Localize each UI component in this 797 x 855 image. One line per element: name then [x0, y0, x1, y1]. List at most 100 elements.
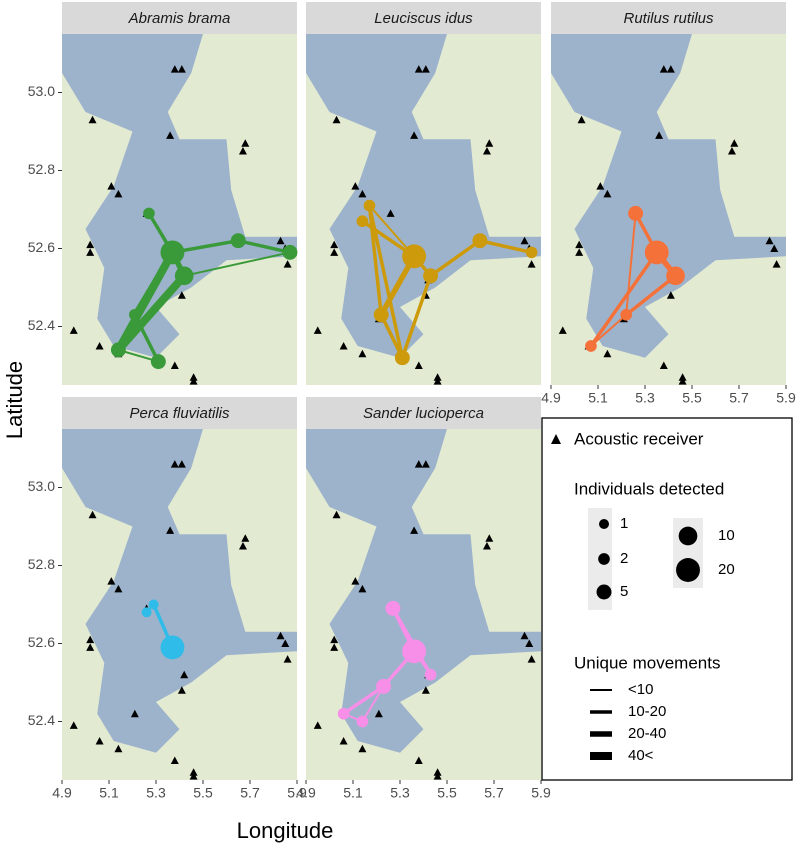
receiver — [482, 147, 491, 155]
receiver — [330, 240, 339, 249]
receiver — [88, 115, 97, 124]
receiver — [189, 772, 198, 780]
legend-size-label: 5 — [620, 583, 628, 600]
receiver — [189, 373, 198, 381]
x-tick-label: 5.5 — [193, 785, 213, 801]
receiver — [170, 460, 179, 468]
receiver — [330, 248, 339, 256]
movement — [367, 203, 383, 317]
movement — [589, 250, 659, 348]
receiver — [69, 721, 78, 729]
receiver — [130, 709, 139, 718]
receiver — [86, 240, 95, 249]
receiver — [313, 721, 322, 729]
x-tick-label: 4.9 — [541, 390, 561, 406]
y-tick-label: 53.0 — [28, 83, 55, 99]
movement — [589, 313, 628, 347]
node — [143, 207, 155, 220]
water — [551, 34, 786, 358]
node — [160, 240, 185, 265]
y-axis-title: Latitude — [2, 361, 27, 439]
node — [666, 266, 685, 286]
legend-size — [676, 558, 700, 582]
y-tick-label: 53.0 — [28, 478, 55, 494]
water — [306, 34, 541, 358]
receiver — [107, 182, 116, 190]
receiver — [95, 342, 104, 350]
receiver — [765, 236, 774, 245]
legend-box — [541, 417, 793, 781]
x-tick-label: 5.1 — [343, 785, 363, 801]
receiver — [433, 768, 442, 776]
legend-size-label: 20 — [718, 561, 735, 578]
receiver — [433, 373, 442, 381]
receiver — [180, 670, 189, 679]
receiver — [659, 361, 668, 369]
receiver — [170, 361, 179, 369]
movement — [428, 238, 482, 278]
receiver — [189, 377, 198, 385]
receiver — [596, 182, 605, 190]
y-tick-label: 52.6 — [28, 239, 55, 255]
legend-width-label: <10 — [628, 681, 653, 698]
receiver — [358, 189, 367, 198]
receiver — [485, 139, 494, 147]
receiver — [727, 147, 736, 155]
receiver — [166, 526, 175, 534]
receiver — [283, 260, 292, 268]
facet-strip — [551, 2, 786, 34]
movement — [624, 274, 678, 317]
x-tick-label: 4.9 — [296, 785, 316, 801]
facet-title: Perca fluviatilis — [129, 405, 230, 422]
receiver — [659, 65, 668, 73]
node — [363, 199, 376, 212]
y-tick-label: 52.6 — [28, 634, 55, 650]
receiver — [177, 65, 186, 73]
y-tick-label: 52.8 — [28, 556, 55, 572]
x-tick-label: 5.1 — [588, 390, 608, 406]
movement — [625, 212, 637, 316]
receiver — [114, 189, 123, 198]
x-tick-label: 5.7 — [729, 390, 749, 406]
receiver — [525, 639, 534, 647]
node — [141, 607, 152, 618]
x-tick-label: 5.1 — [99, 785, 119, 801]
node — [129, 308, 141, 321]
receiver — [527, 655, 536, 663]
receiver — [730, 139, 739, 147]
node — [337, 707, 350, 720]
receiver — [351, 182, 360, 190]
legend-receiver — [551, 434, 561, 444]
receiver — [414, 756, 423, 764]
receiver — [374, 709, 383, 718]
x-axis-title: Longitude — [237, 818, 334, 843]
receiver — [95, 737, 104, 745]
receiver — [666, 65, 675, 73]
movement — [236, 238, 292, 255]
receiver — [678, 373, 687, 381]
facet-strip — [62, 2, 297, 34]
receiver — [86, 248, 95, 256]
receiver — [666, 291, 675, 299]
receiver — [575, 248, 584, 256]
receiver — [414, 460, 423, 468]
node — [356, 715, 369, 728]
legend-label: Acoustic receiver — [574, 429, 704, 448]
receiver — [330, 643, 339, 651]
receiver — [386, 209, 395, 217]
node — [160, 635, 185, 660]
receiver — [283, 655, 292, 663]
legend-size-label: 2 — [620, 550, 628, 567]
node — [282, 244, 298, 260]
node — [385, 600, 401, 616]
legend-width-label: 20-40 — [628, 725, 666, 742]
movement — [478, 238, 534, 255]
receiver — [170, 65, 179, 73]
receiver — [339, 737, 348, 745]
receiver — [410, 526, 419, 534]
movement — [400, 274, 433, 360]
legend-width-label: 40< — [628, 747, 654, 764]
receiver — [485, 534, 494, 542]
movement — [114, 271, 189, 354]
